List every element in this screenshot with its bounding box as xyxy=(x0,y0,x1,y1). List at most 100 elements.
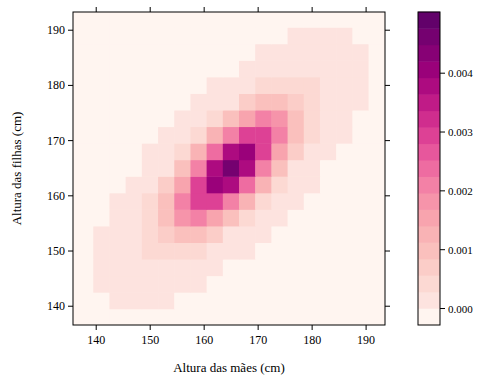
heat-cell xyxy=(369,160,385,177)
heat-cell xyxy=(77,110,94,127)
heat-cell xyxy=(255,292,272,309)
heat-cell xyxy=(77,259,94,276)
plot-background xyxy=(73,12,385,325)
heat-cell xyxy=(190,127,207,144)
heat-cell xyxy=(271,259,288,276)
heat-cell xyxy=(288,176,305,193)
heat-cell xyxy=(352,276,369,293)
heat-cell xyxy=(304,44,321,61)
heat-cell xyxy=(336,12,353,28)
colorbar-tick xyxy=(440,190,445,191)
heat-cell xyxy=(158,292,175,309)
heat-cell xyxy=(174,160,191,177)
heat-cell xyxy=(109,44,126,61)
heat-cell xyxy=(352,242,369,259)
heat-cell xyxy=(126,127,143,144)
heat-cell xyxy=(207,209,224,226)
heat-cell xyxy=(336,276,353,293)
heat-cell xyxy=(271,226,288,243)
colorbar-tick-label: 0.003 xyxy=(448,126,473,138)
heat-cell xyxy=(288,309,305,325)
heat-cell xyxy=(158,209,175,226)
heat-cell xyxy=(288,276,305,293)
x-tick xyxy=(204,325,205,330)
heat-cell xyxy=(320,110,337,127)
heat-cell xyxy=(255,143,272,160)
heat-cell xyxy=(352,27,369,44)
heat-cell xyxy=(255,44,272,61)
heat-cell xyxy=(158,27,175,44)
heat-cell xyxy=(190,77,207,94)
heat-cell xyxy=(93,209,110,226)
heat-cell xyxy=(271,193,288,210)
heat-cell xyxy=(109,259,126,276)
heat-cell xyxy=(369,110,385,127)
heat-cell xyxy=(255,193,272,210)
heat-cell xyxy=(158,12,175,28)
x-tick xyxy=(312,325,313,330)
heat-cell xyxy=(304,242,321,259)
heat-cell xyxy=(223,27,240,44)
heat-cell xyxy=(207,110,224,127)
heat-cell xyxy=(304,209,321,226)
heat-cell xyxy=(255,209,272,226)
heat-cell xyxy=(369,309,385,325)
heat-cell xyxy=(336,176,353,193)
heat-cell xyxy=(109,160,126,177)
colorbar-band xyxy=(418,12,440,29)
heat-cell xyxy=(320,242,337,259)
heat-cell xyxy=(174,27,191,44)
heat-cell xyxy=(158,276,175,293)
colorbar-tick-label: 0.002 xyxy=(448,185,473,197)
heat-cell xyxy=(239,209,256,226)
y-tick-right xyxy=(385,140,390,141)
heat-cell xyxy=(207,292,224,309)
heat-cell xyxy=(336,110,353,127)
colorbar-band xyxy=(418,242,440,259)
heat-cell xyxy=(93,292,110,309)
y-tick xyxy=(68,195,73,196)
heat-cell xyxy=(288,242,305,259)
heat-cell xyxy=(352,60,369,77)
heat-cell xyxy=(158,44,175,61)
colorbar-tick xyxy=(440,132,445,133)
heat-cell xyxy=(190,276,207,293)
heat-cell xyxy=(77,292,94,309)
heat-cell xyxy=(126,44,143,61)
heat-cell xyxy=(369,276,385,293)
heat-cell xyxy=(288,193,305,210)
heat-cell xyxy=(174,226,191,243)
heat-cell xyxy=(320,93,337,110)
plot-frame xyxy=(73,12,385,325)
heat-cell xyxy=(190,176,207,193)
colorbar-tick-label: 0.004 xyxy=(448,67,473,79)
heat-cell xyxy=(352,259,369,276)
heat-cell xyxy=(126,242,143,259)
heat-cell xyxy=(369,12,385,28)
x-tick-top xyxy=(96,7,97,12)
heat-cell xyxy=(190,27,207,44)
heat-cell xyxy=(320,143,337,160)
heat-cell xyxy=(109,60,126,77)
heat-cell xyxy=(109,143,126,160)
heat-cell xyxy=(190,110,207,127)
heat-cell xyxy=(93,160,110,177)
heat-cell xyxy=(369,176,385,193)
heat-cell xyxy=(223,93,240,110)
heat-cell xyxy=(158,309,175,325)
heat-cell xyxy=(336,226,353,243)
heat-cell xyxy=(239,77,256,94)
heat-cell xyxy=(352,209,369,226)
heat-cell xyxy=(352,176,369,193)
heat-cell xyxy=(190,44,207,61)
heat-cell xyxy=(223,160,240,177)
heat-cell xyxy=(77,60,94,77)
heat-cell xyxy=(369,292,385,309)
heat-cell xyxy=(304,93,321,110)
heat-cell xyxy=(109,176,126,193)
heat-cell xyxy=(174,127,191,144)
colorbar-band xyxy=(418,45,440,62)
heat-cell xyxy=(288,259,305,276)
heat-cell xyxy=(320,60,337,77)
heat-cell xyxy=(255,27,272,44)
